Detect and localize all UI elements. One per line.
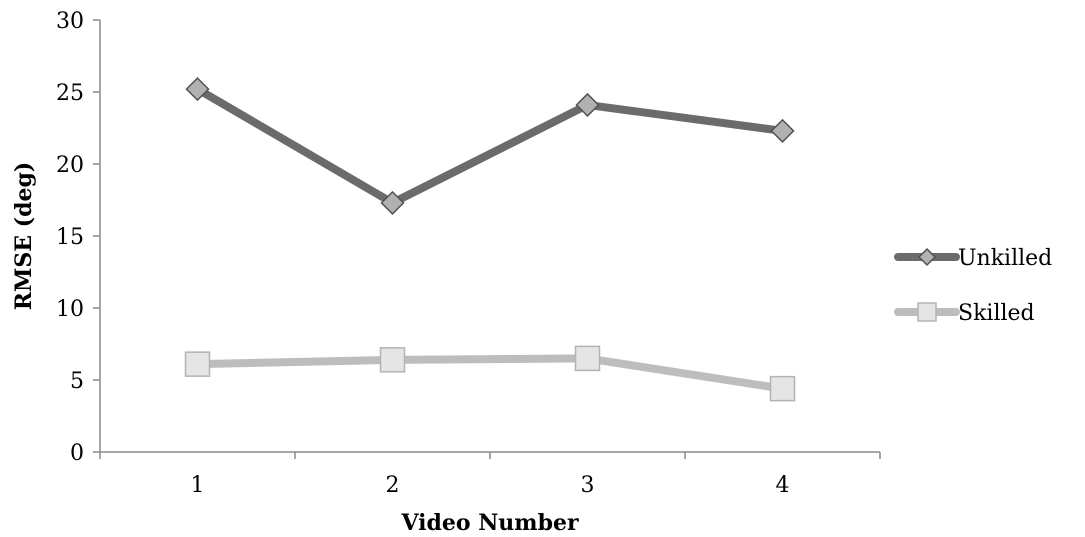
data-point (575, 92, 600, 118)
legend-swatch-marker (917, 247, 937, 267)
y-tick-label: 20 (56, 153, 84, 178)
y-axis-ticks: 0 5 10 15 20 25 30 (56, 9, 100, 466)
data-point (185, 77, 210, 102)
x-tick-label: 1 (191, 473, 205, 498)
x-tick-label: 2 (386, 473, 400, 498)
legend-label: Skilled (958, 301, 1035, 326)
legend-swatch-marker (917, 302, 937, 322)
series-line (193, 354, 787, 393)
y-tick-label: 5 (70, 369, 84, 394)
legend-item-skilled: Skilled (894, 301, 1035, 326)
y-tick-label: 10 (56, 297, 84, 322)
y-tick-label: 15 (56, 225, 84, 250)
data-point (574, 345, 601, 372)
y-tick-label: 0 (70, 441, 84, 466)
data-point (770, 118, 795, 143)
chart-legend: Unkilled Skilled (894, 246, 1052, 326)
series-layer (184, 77, 796, 402)
y-axis-title: RMSE (deg) (11, 162, 37, 311)
x-axis-title: Video Number (400, 510, 579, 536)
x-tick-label: 4 (776, 473, 790, 498)
y-tick-label: 30 (56, 9, 84, 34)
legend-item-unkilled: Unkilled (894, 246, 1052, 271)
series-line (193, 85, 787, 207)
legend-label: Unkilled (958, 246, 1052, 271)
series-skilled (184, 345, 796, 402)
data-point (184, 351, 211, 377)
x-tick-label: 3 (581, 473, 595, 498)
data-point (380, 190, 405, 215)
series-unkilled (185, 77, 795, 215)
data-point (379, 347, 406, 373)
data-point (769, 375, 796, 402)
y-tick-label: 25 (56, 81, 84, 106)
x-axis-ticks: 1 2 3 4 (99, 452, 881, 498)
